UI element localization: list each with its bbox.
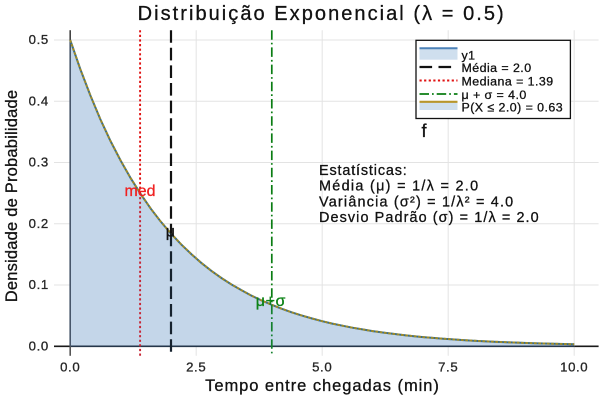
svg-text:μ+σ: μ+σ [256,293,286,310]
svg-text:Variância (σ²) = 1/λ² = 4.0: Variância (σ²) = 1/λ² = 4.0 [319,194,514,210]
svg-text:0.0: 0.0 [29,339,49,354]
svg-text:7.5: 7.5 [438,359,458,374]
svg-text:μ: μ [166,224,175,241]
svg-text:f: f [422,121,428,141]
svg-text:0.4: 0.4 [29,94,49,109]
svg-text:0.5: 0.5 [29,32,49,47]
svg-text:Tempo entre chegadas (min): Tempo entre chegadas (min) [205,377,440,395]
svg-text:P(X ≤ 2.0) = 0.63: P(X ≤ 2.0) = 0.63 [462,100,564,114]
svg-text:Desvio Padrão (σ) = 1/λ = 2.0: Desvio Padrão (σ) = 1/λ = 2.0 [319,210,540,226]
svg-text:Estatísticas:: Estatísticas: [319,163,408,179]
svg-text:0.1: 0.1 [29,277,49,292]
svg-text:y1: y1 [462,48,476,62]
svg-text:5.0: 5.0 [312,359,332,374]
svg-text:0.2: 0.2 [29,216,49,231]
svg-text:Densidade de Probabilidade: Densidade de Probabilidade [3,90,21,303]
svg-text:Média = 2.0: Média = 2.0 [462,61,532,75]
svg-text:Mediana = 1.39: Mediana = 1.39 [462,74,554,88]
svg-text:2.5: 2.5 [186,359,206,374]
svg-text:10.0: 10.0 [560,359,588,374]
svg-text:med: med [124,183,155,200]
svg-text:Distribuição Exponencial (λ =: Distribuição Exponencial (λ = 0.5) [138,3,506,25]
svg-text:μ + σ = 4.0: μ + σ = 4.0 [462,88,527,102]
svg-text:0.0: 0.0 [60,359,80,374]
svg-text:Média (μ) = 1/λ = 2.0: Média (μ) = 1/λ = 2.0 [319,179,479,195]
svg-text:0.3: 0.3 [29,155,49,170]
